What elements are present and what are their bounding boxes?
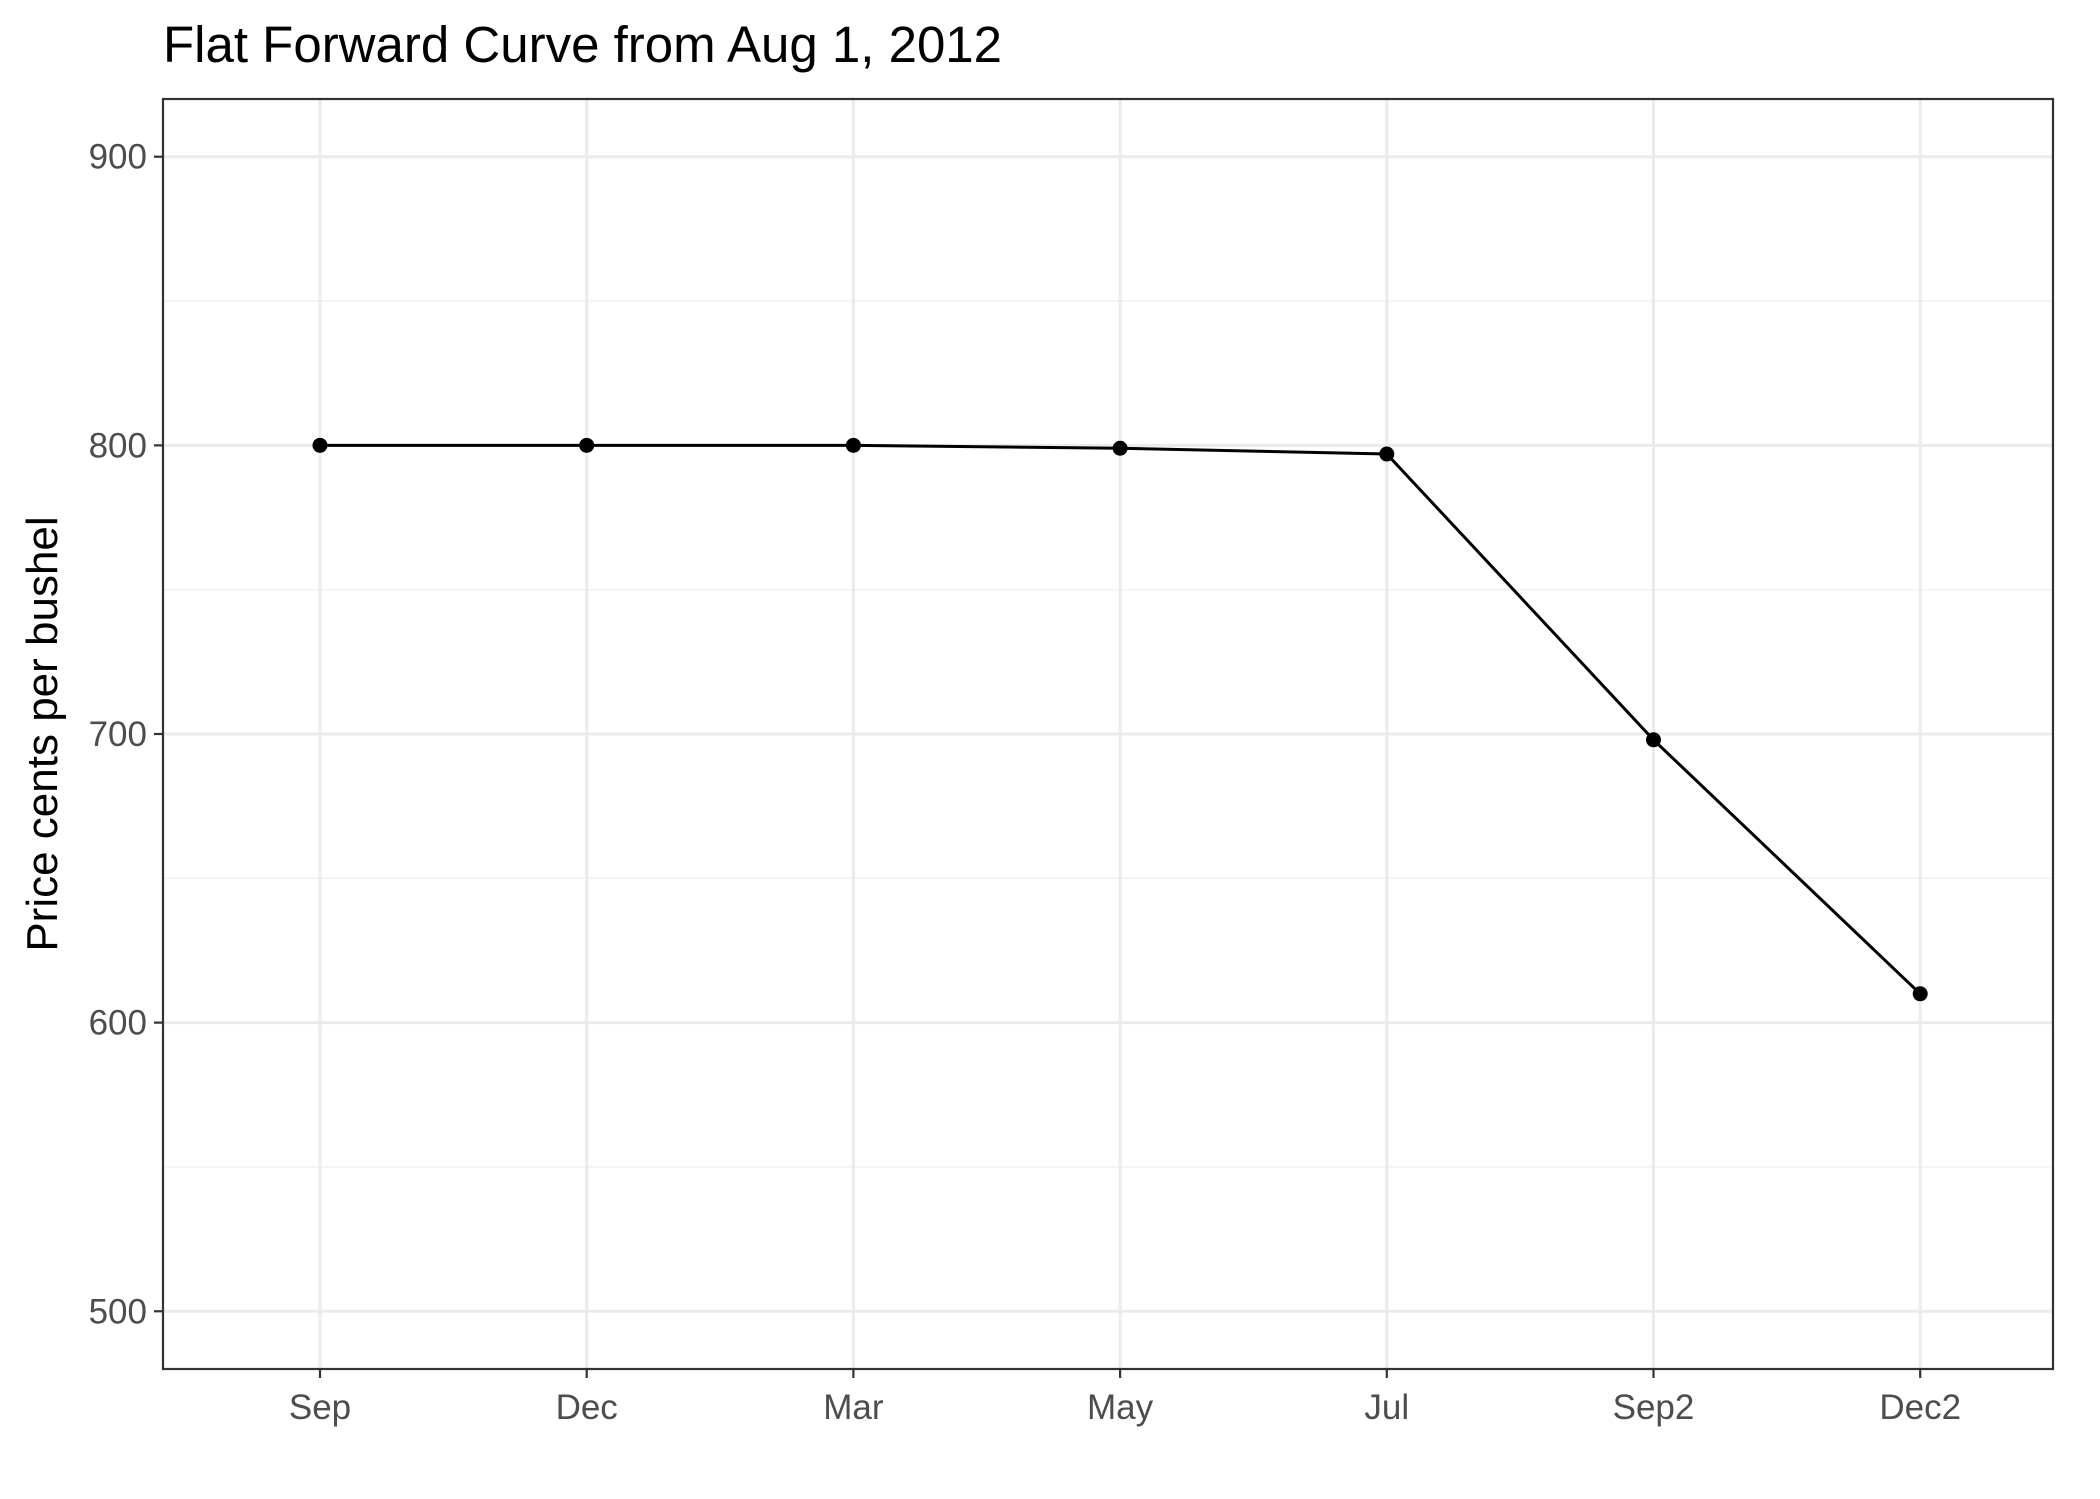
x-tick-label: Mar bbox=[823, 1388, 884, 1427]
data-point bbox=[579, 437, 595, 453]
data-point bbox=[845, 437, 861, 453]
series-layer bbox=[312, 437, 1928, 1002]
data-point bbox=[1112, 440, 1128, 456]
x-tick-label: Dec2 bbox=[1879, 1388, 1961, 1427]
minor-gridlines bbox=[163, 300, 2053, 1168]
major-gridlines bbox=[163, 99, 2053, 1369]
x-tick-label: May bbox=[1087, 1388, 1154, 1427]
x-axis: Sep Dec Mar May Jul Sep2 Dec2 bbox=[289, 1369, 1961, 1427]
x-tick-label: Sep2 bbox=[1613, 1388, 1695, 1427]
data-point bbox=[1646, 732, 1661, 748]
y-tick-label: 800 bbox=[89, 426, 147, 465]
y-tick-label: 700 bbox=[89, 715, 147, 754]
y-tick-label: 600 bbox=[89, 1004, 147, 1043]
x-tick-label: Sep bbox=[289, 1388, 351, 1427]
chart-title: Flat Forward Curve from Aug 1, 2012 bbox=[163, 16, 1002, 73]
data-point bbox=[312, 437, 328, 453]
y-axis: 500 600 700 800 900 bbox=[89, 138, 163, 1331]
y-axis-title: Price cents per bushel bbox=[18, 516, 67, 951]
y-tick-label: 900 bbox=[89, 138, 147, 177]
data-point bbox=[1912, 986, 1928, 1002]
y-tick-label: 500 bbox=[89, 1292, 147, 1331]
x-tick-label: Dec bbox=[556, 1388, 618, 1427]
x-tick-label: Jul bbox=[1364, 1388, 1409, 1427]
data-point bbox=[1379, 446, 1395, 462]
